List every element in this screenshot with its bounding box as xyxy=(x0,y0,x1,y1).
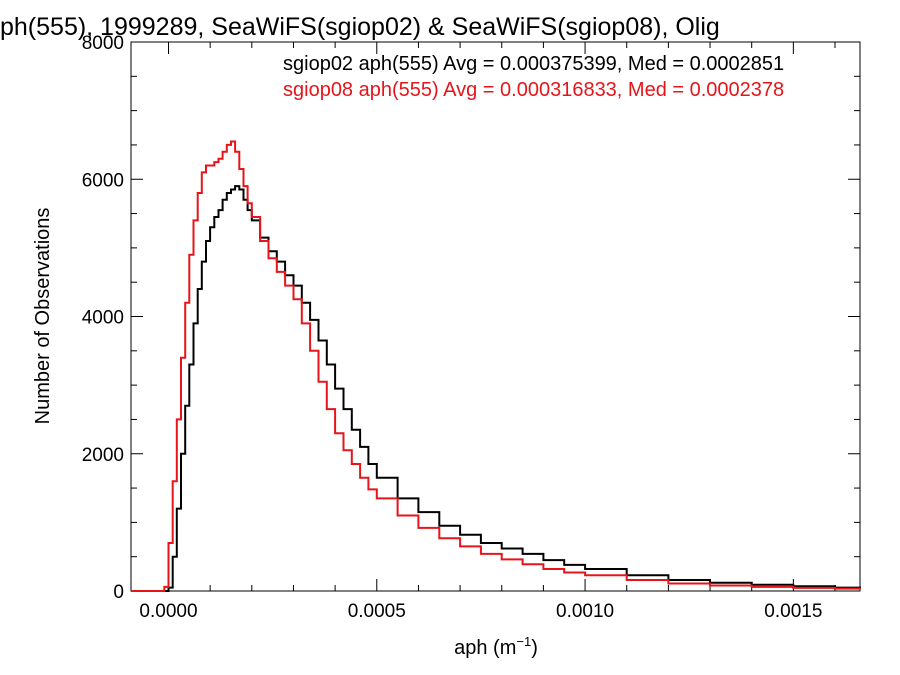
x-axis-label: aph (m−1) xyxy=(454,634,538,659)
y-axis-label: Number of Observations xyxy=(32,208,54,425)
y-tick-label: 4000 xyxy=(82,308,124,329)
series-line-1 xyxy=(131,185,861,592)
x-axis-label-exponent: −1 xyxy=(516,634,531,649)
y-tick-label: 0 xyxy=(113,582,124,603)
x-tick-label: 0.0000 xyxy=(139,601,197,622)
x-tick-label: 0.0005 xyxy=(348,601,406,622)
x-axis-label-close: ) xyxy=(531,637,538,659)
plot-frame xyxy=(130,41,861,592)
series-line-2 xyxy=(131,140,861,592)
series-layer xyxy=(131,140,861,592)
legend: sgiop02 aph(555) Avg = 0.000375399, Med … xyxy=(283,53,784,101)
x-tick-label: 0.0015 xyxy=(764,601,822,622)
axis-ticks: 0.0000 0.0005 0.0010 0.0015 0 2000 4000 6000 800… xyxy=(82,33,860,622)
plot-border xyxy=(130,41,861,592)
x-axis-label-main: aph (m xyxy=(454,637,516,659)
y-tick-label: 2000 xyxy=(82,445,124,466)
legend-entry-1: sgiop02 aph(555) Avg = 0.000375399, Med … xyxy=(283,53,784,75)
y-tick-label: 6000 xyxy=(82,170,124,191)
y-tick-label: 8000 xyxy=(82,33,124,54)
legend-entry-2: sgiop08 aph(555) Avg = 0.000316833, Med … xyxy=(283,79,784,101)
x-tick-label: 0.0010 xyxy=(556,601,614,622)
chart-title: ph(555), 1999289, SeaWiFS(sgiop02) & Sea… xyxy=(0,13,720,41)
